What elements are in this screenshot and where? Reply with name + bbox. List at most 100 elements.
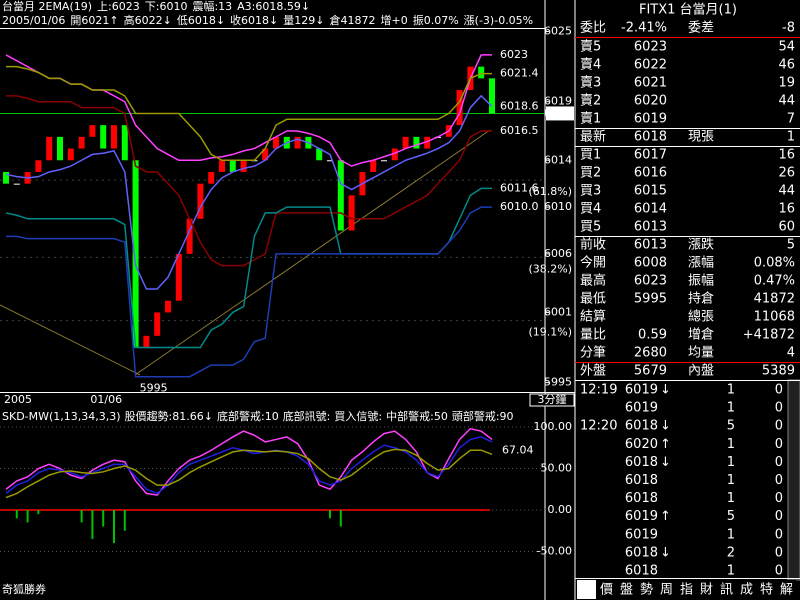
quote-label: 買2 — [580, 166, 601, 181]
tab[interactable]: 財 — [700, 583, 713, 598]
tick-volume: 1 — [727, 383, 735, 398]
tab-bg[interactable] — [777, 580, 796, 599]
header-item: 增+0 — [381, 13, 408, 27]
candle — [219, 160, 225, 172]
histogram-bar — [113, 510, 115, 544]
tick-price: 6018 — [625, 473, 658, 488]
tab[interactable]: 價 — [600, 583, 613, 598]
value-label: 67.04 — [502, 443, 534, 456]
period-box — [529, 393, 575, 407]
scrollbar[interactable] — [787, 379, 800, 581]
histogram-bar — [91, 510, 94, 540]
candle — [100, 125, 107, 149]
series-end-label: 6023 — [500, 48, 528, 61]
quote-label: 賣1 — [580, 112, 601, 127]
tab-bg[interactable] — [657, 580, 676, 599]
tab[interactable]: 訊 — [720, 583, 733, 598]
histogram-bar — [15, 510, 18, 519]
header-item: 上:6023 — [97, 0, 140, 13]
tab-bg[interactable] — [737, 580, 756, 599]
quote-value: 0.59 — [638, 328, 667, 343]
tab[interactable]: 細 — [580, 583, 593, 598]
quote-value: 16 — [778, 202, 795, 217]
tab-bg[interactable] — [677, 580, 696, 599]
low-label: 5995 — [140, 382, 168, 395]
header-item: 下:6010 — [145, 0, 188, 13]
quote-label: 均量 — [688, 346, 714, 361]
tab[interactable]: 指 — [680, 583, 693, 598]
tab-bg[interactable] — [577, 580, 596, 599]
quote-label: 買3 — [580, 184, 601, 199]
line-series — [5, 94, 493, 290]
candle — [111, 125, 117, 149]
tick-flag: 0 — [775, 383, 783, 398]
header-item: 開6021↑ — [70, 14, 118, 27]
quote-value: 6013 — [634, 220, 667, 235]
tab[interactable]: 成 — [740, 583, 753, 598]
tick-volume: 1 — [727, 437, 735, 452]
tab-bg[interactable] — [597, 580, 616, 599]
tick-arrow: ↑ — [660, 437, 671, 452]
header-item: 高6022↓ — [124, 13, 172, 27]
y-tick-label: 6014 — [544, 153, 572, 166]
tab-bg[interactable] — [637, 580, 656, 599]
tick-volume: 1 — [727, 564, 735, 579]
tab-bg[interactable] — [757, 580, 776, 599]
tick-flag: 0 — [775, 509, 783, 524]
quote-label: 內盤 — [688, 364, 714, 379]
candle — [294, 136, 301, 149]
quote-value: 5 — [787, 238, 795, 253]
tab[interactable]: 勢 — [640, 583, 653, 598]
candle — [478, 66, 485, 79]
quote-label: 最新 — [580, 129, 606, 145]
quote-label: 持倉 — [688, 292, 714, 307]
quote-value: 6015 — [634, 184, 667, 199]
candle — [327, 160, 333, 162]
series-end-label: 6021.4 — [500, 67, 539, 80]
header-item: 振0.07% — [413, 13, 459, 27]
header-item: 低6018↓ — [177, 14, 225, 27]
quote-label: 量比 — [580, 328, 606, 343]
quote-title: FITX1 台當月(1) — [639, 3, 737, 18]
tick-volume: 1 — [727, 491, 735, 506]
candle — [197, 183, 204, 219]
tab-bg[interactable] — [717, 580, 736, 599]
tick-arrow: ↑ — [660, 509, 671, 524]
series-end-label: 6011.6 — [500, 181, 539, 194]
candle — [240, 160, 247, 172]
tick-arrow: ↓ — [660, 545, 671, 560]
quote-value: 44 — [778, 184, 795, 199]
tick-volume: 1 — [727, 527, 735, 542]
indicator-item: 股價趨勢:81.66↓ — [125, 409, 213, 423]
header-item: 量129↓ — [283, 14, 324, 27]
candle — [67, 148, 74, 161]
y-tick-label: 6019 — [544, 95, 572, 108]
trend-line — [134, 129, 491, 376]
quote-label: 最高 — [580, 273, 606, 289]
quote-value: +41872 — [743, 328, 795, 343]
tab[interactable]: 特 — [760, 583, 773, 598]
candle — [456, 90, 463, 126]
tab[interactable]: 盤 — [620, 583, 633, 598]
tick-price: 6018 — [625, 455, 658, 470]
tick-flag: 0 — [775, 419, 783, 434]
quote-value: 6021 — [634, 76, 667, 91]
tab-bg[interactable] — [697, 580, 716, 599]
tab[interactable]: 解 — [780, 583, 793, 598]
quote-value: 6019 — [634, 112, 667, 127]
quote-label: 總張 — [688, 309, 714, 325]
candle — [208, 171, 215, 184]
quote-value: 2680 — [634, 346, 667, 361]
candle — [89, 125, 96, 137]
candle — [262, 148, 269, 161]
candle — [13, 183, 20, 185]
x-tick-label: 2005 — [4, 393, 32, 406]
line-series — [5, 436, 493, 495]
header-item: 倉41872 — [330, 13, 376, 27]
tab[interactable]: 周 — [660, 583, 673, 598]
quote-value: 0.08% — [754, 256, 795, 271]
quote-value: 7 — [787, 112, 795, 127]
line-series — [6, 65, 492, 162]
tab-bg[interactable] — [617, 580, 636, 599]
candle — [273, 136, 279, 149]
